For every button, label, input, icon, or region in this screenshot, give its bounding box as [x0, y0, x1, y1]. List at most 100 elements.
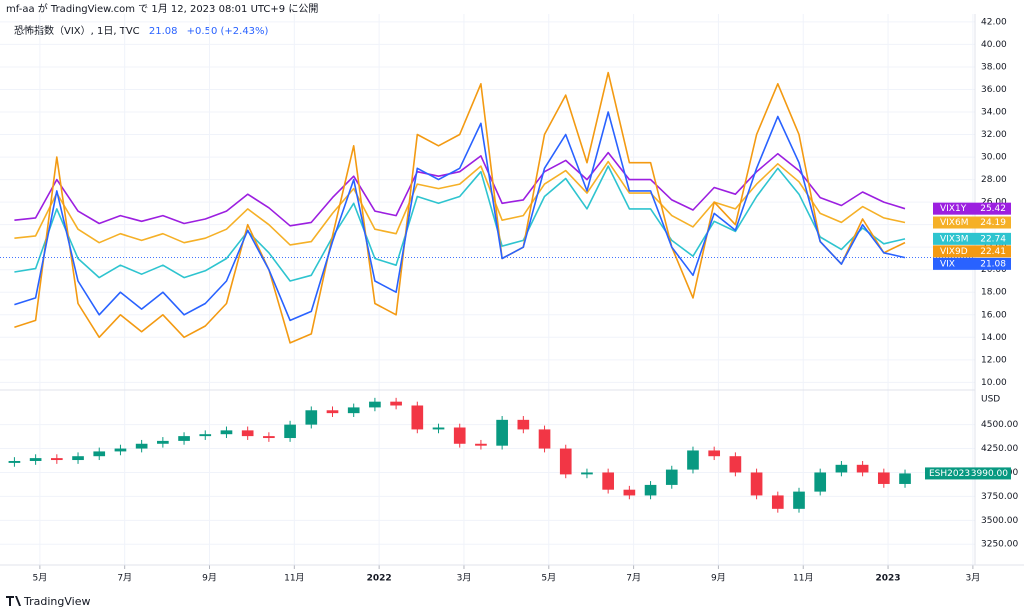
series-tag	[933, 202, 1011, 215]
series-line	[14, 111, 906, 322]
y-tick-label: 4500.00	[981, 420, 1018, 430]
candle-body	[899, 473, 911, 484]
x-tick-label: 3月	[457, 573, 472, 584]
x-tick-label: 2023	[876, 574, 901, 584]
candle-body	[29, 458, 42, 461]
candle-body	[475, 443, 487, 446]
y-tick-label: 3500.00	[981, 516, 1018, 526]
series-tag	[933, 257, 1011, 270]
y-tick-label: 18.00	[981, 288, 1007, 298]
y-tick-label: 3250.00	[981, 540, 1018, 550]
currency-label: USD	[981, 395, 1000, 405]
series-tag-value: 25.42	[980, 204, 1006, 214]
series-tag-name: ESH2023	[929, 469, 970, 479]
legend-last: 21.08	[149, 26, 178, 37]
series-tag-name: VIX9D	[940, 247, 968, 257]
candle-body	[453, 427, 466, 444]
candle-body	[114, 448, 127, 452]
candle-body	[793, 491, 805, 509]
series-tag-value: 24.19	[980, 218, 1006, 228]
series-tag-name: VIX6M	[940, 218, 968, 228]
x-tick-label: 11月	[284, 573, 304, 584]
series-tag	[925, 467, 1011, 480]
candle-body	[559, 448, 572, 475]
series-tag	[933, 245, 1011, 258]
legend-title: 恐怖指数（VIX）, 1日, TVC	[14, 24, 140, 37]
y-tick-label: 38.00	[981, 62, 1007, 72]
candle-body	[602, 472, 614, 490]
candle-body	[305, 410, 318, 425]
x-tick-label: 9月	[711, 573, 726, 584]
candle-body	[326, 410, 339, 414]
series-tag-name: VIX	[940, 259, 955, 269]
y-tick-label: 4250.00	[981, 444, 1018, 454]
series-line	[14, 71, 906, 344]
candle-body	[220, 430, 233, 435]
candle-body	[729, 456, 742, 473]
series-tag-value: 22.74	[980, 234, 1006, 244]
series-line	[14, 165, 906, 282]
y-tick-label: 10.00	[981, 378, 1007, 388]
candle-body	[263, 436, 275, 439]
x-tick-label: 5月	[32, 573, 47, 584]
grid	[0, 14, 975, 565]
candle-body	[665, 469, 678, 485]
y-tick-label: 20.00	[981, 265, 1007, 275]
y-tick-label: 14.00	[981, 333, 1007, 343]
x-tick-label: 2022	[367, 574, 392, 584]
series-line	[14, 160, 906, 246]
candle-body	[856, 464, 869, 473]
candle-body	[369, 401, 381, 408]
y-tick-label: 42.00	[981, 17, 1007, 27]
candle-body	[708, 450, 721, 457]
candle-body	[517, 419, 530, 430]
published-note: mf-aa が TradingView.com で 1月 12, 2023 08…	[6, 2, 318, 15]
x-tick-label: 11月	[793, 573, 813, 584]
series-tag-name: VIX3M	[940, 234, 968, 244]
x-tick-label: 7月	[117, 573, 132, 584]
candle-body	[284, 424, 296, 439]
candle-body	[135, 443, 148, 449]
series-tag	[933, 232, 1011, 245]
candle-body	[687, 450, 699, 470]
y-tick-label: 28.00	[981, 175, 1007, 185]
series-tag-name: VIX1Y	[940, 204, 967, 214]
candle-body	[199, 434, 212, 437]
candle-body	[496, 419, 508, 446]
series-line	[14, 151, 906, 227]
candle-body	[814, 472, 827, 492]
y-tick-label: 16.00	[981, 310, 1007, 320]
y-tick-label: 26.00	[981, 198, 1007, 208]
candle-body	[771, 495, 784, 509]
y-tick-label: 30.00	[981, 153, 1007, 163]
candle-body	[178, 436, 190, 441]
candle-body	[538, 429, 551, 449]
series-tag-value: 3990.00	[971, 469, 1008, 479]
x-tick-label: 7月	[626, 573, 641, 584]
series-tag-value: 21.08	[980, 259, 1006, 269]
candle-body	[750, 472, 763, 496]
candle-body	[623, 489, 636, 496]
candle-body	[72, 456, 84, 461]
y-tick-label: 34.00	[981, 108, 1007, 118]
legend: 恐怖指数（VIX）, 1日, TVC 21.08 +0.50 (+2.43%)	[14, 24, 269, 37]
candle-body	[644, 484, 657, 496]
candle-body	[835, 464, 848, 473]
logo-icon	[6, 596, 21, 606]
candle-body	[877, 472, 890, 484]
candle-body	[347, 407, 360, 414]
x-tick-label: 9月	[202, 573, 217, 584]
candle-body	[390, 401, 402, 406]
candle-body	[50, 458, 63, 461]
legend-change: +0.50 (+2.43%)	[187, 26, 269, 37]
series-tag	[933, 216, 1011, 229]
y-tick-label: 40.00	[981, 40, 1007, 50]
brand: TradingView	[23, 595, 90, 608]
candle-body	[581, 472, 593, 475]
candle-body	[157, 440, 169, 444]
y-tick-label: 32.00	[981, 130, 1007, 140]
candle-body	[432, 427, 445, 430]
